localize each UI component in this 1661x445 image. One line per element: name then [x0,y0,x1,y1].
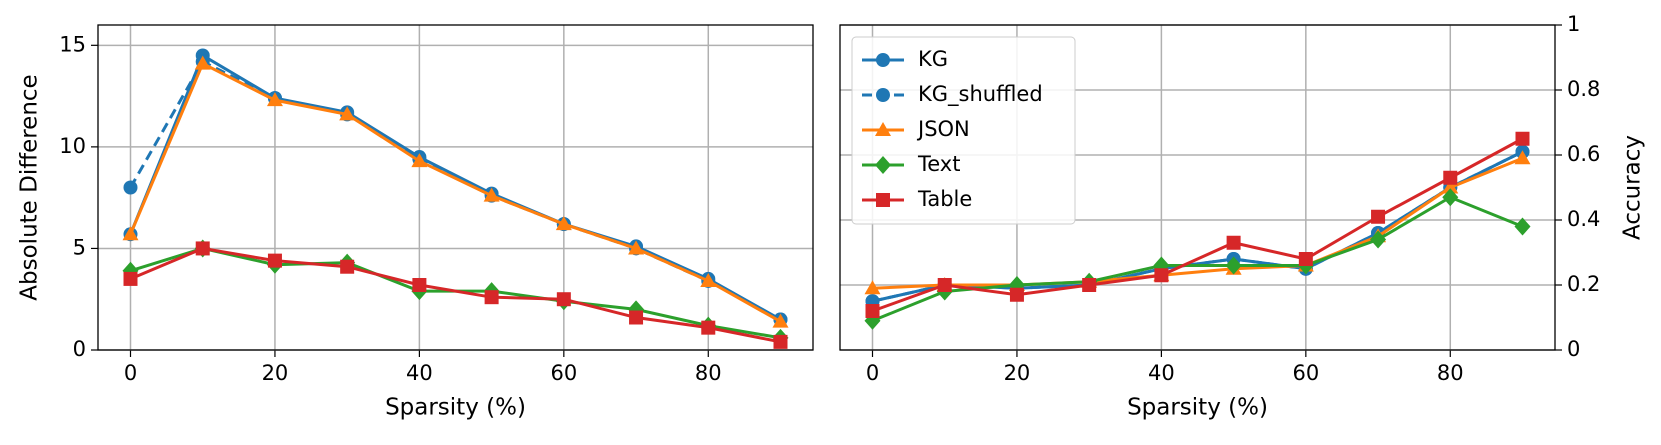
legend-label: Table [917,187,972,211]
marker [772,313,789,328]
marker [1009,287,1024,302]
marker [194,55,211,70]
marker [484,290,499,305]
marker [556,292,571,307]
y-tick-label: 1 [1567,12,1580,36]
marker [1082,278,1097,292]
marker [266,92,283,107]
marker [412,278,427,292]
y-tick-label: 0 [73,337,86,361]
marker [483,187,500,202]
x-tick-label: 60 [1292,361,1319,385]
legend-marker [876,53,890,67]
marker [1442,188,1459,207]
marker [340,259,355,274]
y-tick-label: 0.2 [1567,272,1600,296]
marker [1298,252,1313,266]
x-tick-label: 40 [1148,361,1175,385]
x-axis-label: Sparsity (%) [1127,395,1268,421]
marker [1371,209,1386,224]
legend-marker [876,193,890,207]
marker [1514,150,1531,165]
series [123,48,788,327]
x-tick-label: 0 [124,361,137,385]
marker [1154,268,1169,283]
marker [123,271,138,286]
series-line [871,137,1524,313]
series [123,241,788,349]
x-tick-label: 0 [866,361,879,385]
y2-axis-label: Accuracy [1620,135,1646,240]
marker [123,180,138,195]
x-tick-label: 80 [695,361,722,385]
series-line [129,61,782,323]
x-tick-label: 20 [262,361,289,385]
marker [122,226,139,241]
marker [1225,256,1242,275]
marker [267,253,282,268]
y-tick-label: 0.6 [1567,142,1600,166]
marker [701,320,716,335]
y-tick-label: 5 [73,235,86,259]
y-tick-label: 0.8 [1567,77,1600,101]
x-tick-label: 20 [1004,361,1031,385]
plot-frame [97,24,814,351]
y-tick-label: 0.4 [1567,207,1600,231]
marker [773,334,788,349]
x-tick-label: 80 [1437,361,1464,385]
series-line [129,246,781,344]
legend-marker [876,88,890,102]
marker [700,272,717,287]
marker [339,106,356,121]
plot-frame [839,24,1556,351]
x-tick-label: 60 [550,361,577,385]
legend-marker [875,122,891,136]
marker [628,240,645,255]
legend-label: KG [918,47,948,71]
series [865,131,1530,318]
legend-label: JSON [916,117,970,141]
series [123,54,788,327]
series-line [129,53,782,321]
marker [1514,217,1531,236]
y-axis-label: Absolute Difference [17,74,43,300]
series-line [872,156,1524,290]
marker [629,310,644,325]
marker [1442,179,1459,194]
marker [1370,230,1387,249]
marker [1515,131,1530,146]
series-line [129,59,782,321]
legend-label: Text [917,152,960,176]
legend-frame [851,36,1076,225]
marker [937,278,952,292]
y-tick-label: 0 [1567,337,1580,361]
marker [195,241,210,256]
marker [864,280,881,295]
legend-label: KG_shuffled [918,82,1043,107]
series [122,239,789,347]
x-tick-label: 40 [406,361,433,385]
marker [1443,170,1458,185]
marker [555,216,572,231]
legend-marker [875,156,891,174]
marker [1226,235,1241,250]
legend: KG KG_shuffled JSON Text Table [851,36,1076,225]
series-line [871,195,1524,323]
y-tick-label: 10 [59,134,86,158]
series [122,55,789,328]
x-axis-label: Sparsity (%) [385,395,526,421]
y-tick-label: 15 [59,32,86,56]
marker [865,304,880,318]
marker [411,153,428,168]
